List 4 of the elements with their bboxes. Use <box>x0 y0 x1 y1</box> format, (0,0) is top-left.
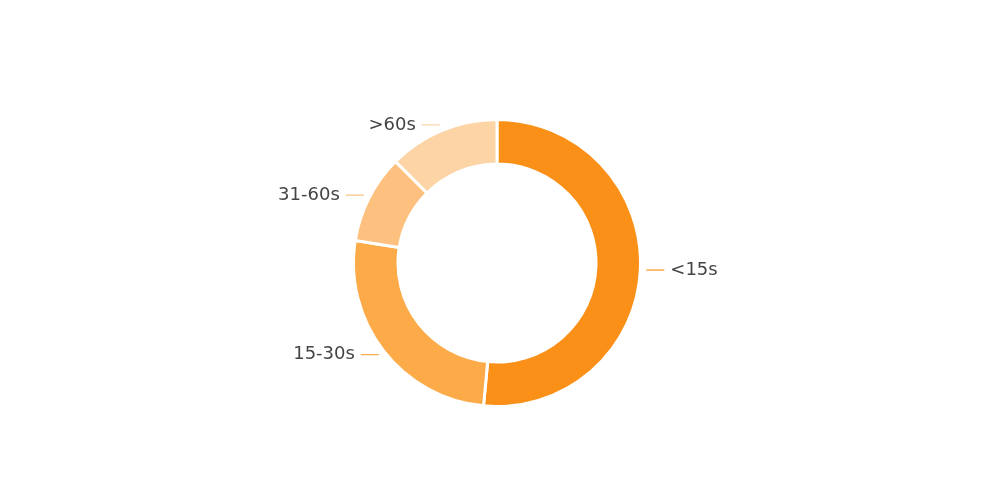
slice-label: <15s <box>670 257 718 279</box>
slice-label: >60s <box>368 112 416 134</box>
slice-label: 15-30s <box>293 342 355 364</box>
slice-label: 31-60s <box>278 182 340 204</box>
